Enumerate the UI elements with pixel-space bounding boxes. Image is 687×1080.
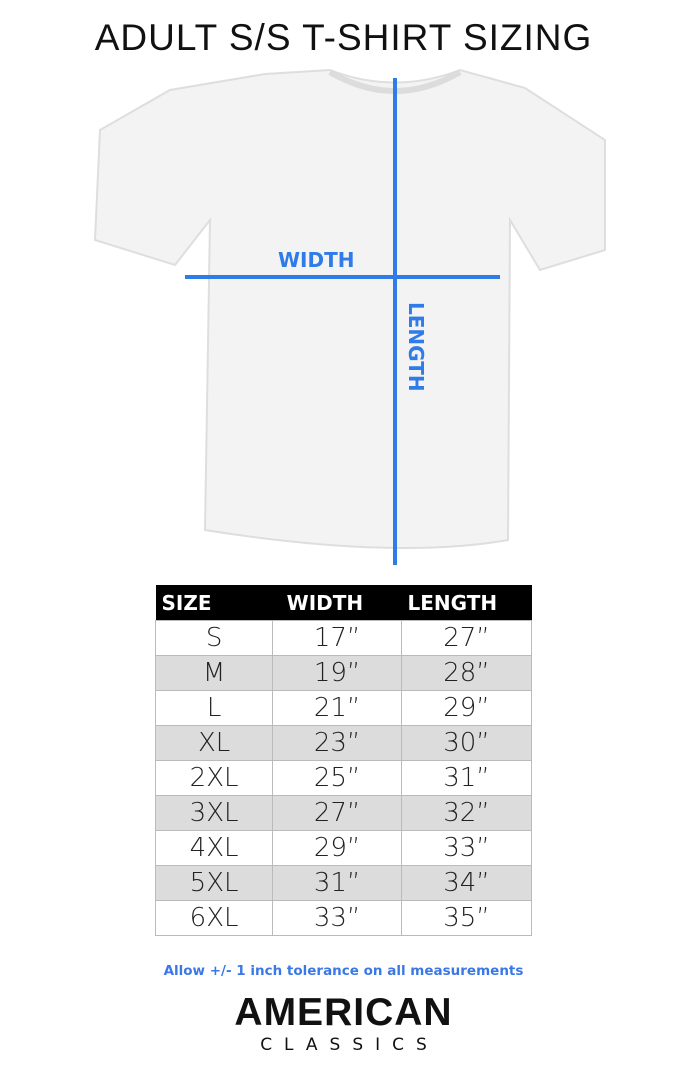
size-cell: 3XL <box>154 795 274 831</box>
size-cell: M <box>154 655 274 691</box>
tshirt-shape <box>93 68 606 549</box>
width-label: WIDTH <box>278 248 355 272</box>
length-cell: 28” <box>401 655 532 691</box>
size-table: SIZE WIDTH LENGTH S 17” 27” M 19” 28” L 21” 29” X… <box>154 585 532 936</box>
length-cell: 34” <box>401 865 532 901</box>
width-cell: 21” <box>272 690 403 726</box>
length-cell: 29” <box>401 690 532 726</box>
brand-logo-line2: CLASSICS <box>260 1035 439 1055</box>
width-cell: 31” <box>272 865 403 901</box>
length-cell: 32” <box>401 795 532 831</box>
header-size: SIZE <box>155 585 273 621</box>
header-width: WIDTH <box>272 585 402 621</box>
header-length: LENGTH <box>401 585 532 621</box>
width-cell: 27” <box>272 795 403 831</box>
size-cell: L <box>154 690 274 726</box>
brand-logo-line1: AMERICAN <box>234 991 453 1034</box>
table-row: S 17” 27” <box>154 620 532 656</box>
table-row: 3XL 27” 32” <box>154 795 532 831</box>
width-cell: 23” <box>272 725 403 761</box>
width-cell: 25” <box>272 760 403 796</box>
width-cell: 19” <box>272 655 403 691</box>
size-cell: 2XL <box>154 760 274 796</box>
length-cell: 35” <box>401 900 532 936</box>
table-row: L 21” 29” <box>154 690 532 726</box>
length-cell: 31” <box>401 760 532 796</box>
table-row: 2XL 25” 31” <box>154 760 532 796</box>
table-row: XL 23” 30” <box>154 725 532 761</box>
length-cell: 33” <box>401 830 532 866</box>
width-cell: 29” <box>272 830 403 866</box>
page-title: ADULT S/S T-SHIRT SIZING <box>94 17 593 58</box>
width-cell: 33” <box>272 900 403 936</box>
size-cell: 4XL <box>154 830 274 866</box>
table-row: 5XL 31” 34” <box>154 865 532 901</box>
length-cell: 27” <box>401 620 532 656</box>
length-cell: 30” <box>401 725 532 761</box>
size-cell: 6XL <box>154 900 274 936</box>
size-cell: XL <box>154 725 274 761</box>
table-row: 4XL 29” 33” <box>154 830 532 866</box>
table-row: 6XL 33” 35” <box>154 900 532 936</box>
size-cell: S <box>154 620 274 656</box>
size-cell: 5XL <box>154 865 274 901</box>
size-table-body: S 17” 27” M 19” 28” L 21” 29” XL 23” 30” 2XL 25” 31” 3X… <box>154 620 532 936</box>
width-cell: 17” <box>272 620 403 656</box>
table-row: M 19” 28” <box>154 655 532 691</box>
tshirt-diagram <box>93 68 606 565</box>
tolerance-note: Allow +/- 1 inch tolerance on all measur… <box>163 963 524 979</box>
length-label: LENGTH <box>404 302 428 392</box>
